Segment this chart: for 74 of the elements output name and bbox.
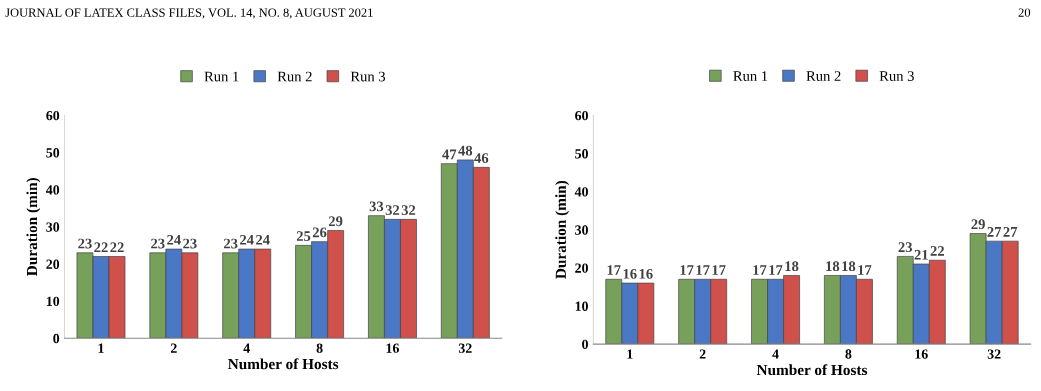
- legend-label: Run 3: [350, 71, 386, 82]
- data-label: 22: [94, 242, 108, 252]
- data-label: 47: [442, 149, 457, 160]
- data-label: 25: [296, 231, 311, 241]
- x-tick-label: 2: [170, 343, 177, 353]
- legend-label: Run 2: [806, 71, 841, 81]
- x-tick-label: 1: [627, 349, 633, 359]
- x-tick-label: 8: [845, 349, 852, 359]
- x-tick-label: 32: [987, 349, 1001, 359]
- data-label: 24: [256, 234, 270, 245]
- data-label: 27: [1003, 227, 1018, 237]
- data-label: 17: [696, 265, 710, 275]
- data-label: 18: [842, 261, 856, 272]
- data-label: 33: [369, 201, 384, 212]
- data-label: 18: [785, 261, 799, 272]
- x-tick-label: 8: [316, 343, 323, 353]
- data-label: 17: [680, 265, 694, 275]
- x-tick-label: 16: [386, 343, 399, 353]
- data-label: 23: [183, 238, 197, 249]
- y-tick-label: 30: [46, 222, 60, 232]
- data-label: 32: [385, 205, 400, 215]
- legend-label: Run 3: [879, 71, 914, 81]
- data-label: 48: [458, 145, 473, 156]
- y-tick-label: 0: [582, 339, 588, 350]
- x-tick-label: 4: [243, 343, 250, 353]
- data-label: 16: [623, 268, 637, 279]
- x-axis-title: Number of Hosts: [756, 364, 868, 376]
- data-label: 18: [826, 261, 840, 272]
- data-label: 27: [987, 227, 1002, 237]
- legend-label: Run 1: [733, 71, 768, 81]
- data-label: 29: [971, 219, 985, 230]
- data-label: 26: [312, 227, 327, 238]
- x-tick-label: 2: [699, 349, 706, 359]
- data-label: 23: [151, 238, 165, 249]
- legend-label: Run 1: [204, 71, 239, 82]
- data-label: 22: [110, 242, 124, 252]
- data-label: 23: [224, 238, 238, 249]
- data-label: 23: [78, 238, 92, 249]
- data-label: 23: [898, 242, 913, 253]
- y-tick-label: 60: [46, 110, 60, 121]
- data-label: 32: [401, 205, 416, 215]
- x-tick-label: 16: [915, 349, 928, 359]
- data-label: 17: [769, 265, 783, 275]
- x-tick-label: 32: [458, 343, 472, 353]
- y-tick-label: 50: [46, 148, 60, 158]
- data-label: 22: [930, 246, 944, 256]
- y-axis-title: Duration (min): [555, 180, 570, 279]
- data-label: 17: [712, 265, 726, 275]
- data-label: 29: [328, 216, 343, 227]
- y-tick-label: 20: [575, 263, 588, 273]
- data-label: 24: [240, 234, 254, 245]
- data-label: 17: [858, 265, 872, 275]
- data-label: 21: [914, 249, 928, 260]
- x-tick-label: 4: [772, 349, 779, 359]
- y-tick-label: 10: [575, 301, 588, 311]
- x-axis-title: Number of Hosts: [227, 358, 339, 370]
- y-axis-title: Duration (min): [26, 178, 41, 276]
- y-tick-label: 30: [575, 225, 588, 235]
- y-tick-label: 40: [45, 185, 60, 195]
- y-tick-label: 20: [46, 259, 60, 269]
- data-label: 17: [753, 265, 767, 275]
- data-label: 17: [607, 265, 621, 275]
- x-tick-label: 1: [98, 343, 104, 353]
- y-tick-label: 50: [575, 149, 588, 159]
- data-label: 16: [639, 268, 653, 279]
- text: JOURNAL OF LATEX CLASS FILES, VOL. 14, NO. 8, AUGUST 2021: [5, 8, 373, 19]
- y-tick-label: 40: [574, 187, 588, 197]
- text: 20: [1018, 8, 1031, 17]
- data-label: 24: [167, 234, 181, 245]
- y-tick-label: 60: [575, 110, 588, 121]
- legend-label: Run 2: [277, 71, 312, 82]
- data-label: 46: [474, 153, 489, 163]
- y-tick-label: 10: [46, 296, 60, 307]
- y-tick-label: 0: [53, 333, 60, 344]
